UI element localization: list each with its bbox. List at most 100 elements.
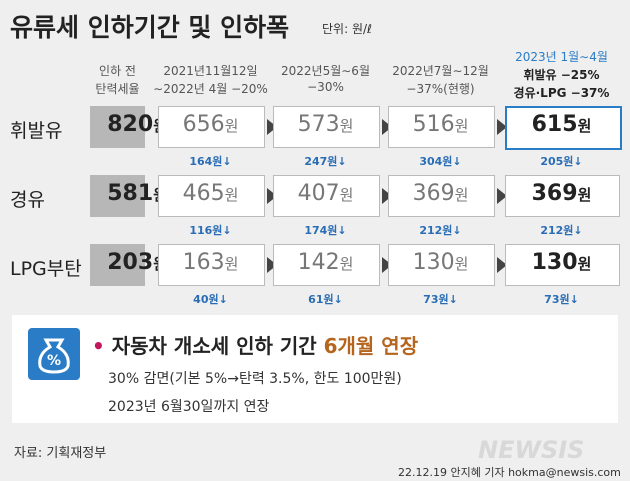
base-box	[90, 106, 145, 148]
cell-box	[388, 106, 495, 148]
price-cell: 820원	[90, 112, 167, 137]
column-header: 2023년 1월∼4월	[515, 50, 608, 64]
price-unit: 원	[577, 255, 592, 273]
reduction: 304원↓	[419, 155, 462, 168]
price-cell: 130원	[388, 250, 493, 275]
price-amount: 820	[107, 112, 154, 137]
price-unit: 원	[577, 186, 592, 204]
reduction: 73원↓	[423, 293, 458, 306]
cell-box	[273, 175, 380, 217]
price-unit: 원	[224, 117, 239, 135]
price-amount: 130	[531, 250, 578, 275]
price-amount: 615	[531, 112, 578, 137]
credit: 22.12.19 안지혜 기자 hokma@newsis.com	[398, 466, 621, 479]
price-amount: 656	[182, 112, 225, 137]
source: 자료: 기획재정부	[14, 446, 107, 461]
price-cell: 573원	[273, 112, 378, 137]
price-cell: 615원	[505, 112, 618, 137]
price-cell: 656원	[158, 112, 263, 137]
arrow	[497, 188, 507, 204]
highlight: 6개월 연장	[323, 334, 419, 358]
price-unit: 원	[224, 255, 239, 273]
arrow	[267, 119, 277, 135]
price-amount: 573	[297, 112, 340, 137]
row-label: 휘발유	[10, 120, 63, 142]
arrow	[267, 188, 277, 204]
price-unit: 원	[224, 186, 239, 204]
base-box	[90, 244, 145, 286]
cell-box	[388, 244, 495, 286]
price-amount: 369	[412, 181, 455, 206]
icon-graphic: %	[38, 338, 70, 374]
price-amount: 369	[531, 181, 578, 206]
price-cell: 407원	[273, 181, 378, 206]
column-header: ∼2022년 4월 −20%	[153, 82, 268, 96]
price-cell: 130원	[505, 250, 618, 275]
arrow	[382, 119, 392, 135]
svg-text:%: %	[47, 353, 61, 369]
cell-box	[273, 106, 380, 148]
arrow	[382, 257, 392, 273]
notice-line: 30% 감면(기본 5%→탄력 3.5%, 한도 100만원)	[108, 371, 402, 387]
cell-box	[388, 175, 495, 217]
column-header: 휘발유 −25%	[523, 68, 600, 82]
arrow	[497, 119, 507, 135]
price-unit: 원	[339, 117, 354, 135]
arrow	[267, 257, 277, 273]
column-header: −30%	[307, 80, 344, 94]
reduction: 174원↓	[304, 224, 347, 237]
notice-line: 2023년 6월30일까지 연장	[108, 399, 270, 415]
reduction: 116원↓	[189, 224, 232, 237]
price-cell: 581원	[90, 181, 167, 206]
reduction: 205원↓	[540, 155, 583, 168]
unit: 단위: 원/ℓ	[322, 22, 372, 36]
price-cell: 142원	[273, 250, 378, 275]
cell-box	[158, 175, 265, 217]
price-amount: 203	[107, 250, 154, 275]
price-amount: 516	[412, 112, 455, 137]
base-box	[90, 175, 145, 217]
icon: %	[28, 328, 80, 380]
price-cell: 369원	[388, 181, 493, 206]
price-amount: 581	[107, 181, 154, 206]
column-header: 2022년5월∼6월	[281, 64, 370, 78]
column-header: 2021년11월12일	[163, 64, 258, 78]
arrow	[382, 188, 392, 204]
price-cell: 163원	[158, 250, 263, 275]
price-unit: 원	[577, 117, 592, 135]
column-header: 탄력세율	[95, 82, 140, 96]
row-label: 경유	[10, 189, 45, 211]
arrow	[497, 257, 507, 273]
price-amount: 142	[297, 250, 340, 275]
cell-box	[505, 175, 620, 217]
reduction: 247원↓	[304, 155, 347, 168]
headline: 자동차 개소세 인하 기간	[111, 334, 317, 358]
price-amount: 407	[297, 181, 340, 206]
price-cell: 203원	[90, 250, 167, 275]
notice-headline: • 자동차 개소세 인하 기간 6개월 연장	[92, 334, 419, 358]
cell-box	[273, 244, 380, 286]
column-header: 2022년7월∼12월	[392, 64, 489, 78]
reduction: 40원↓	[193, 293, 228, 306]
row-label: LPG부탄	[10, 258, 82, 280]
title: 유류세 인하기간 및 인하폭	[10, 13, 290, 42]
column-header: 인하 전	[99, 64, 136, 78]
column-header: −37%(현행)	[406, 82, 475, 96]
price-unit: 원	[454, 117, 469, 135]
price-unit: 원	[339, 255, 354, 273]
price-cell: 369원	[505, 181, 618, 206]
column-header: 경유·LPG −37%	[513, 86, 610, 100]
reduction: 73원↓	[544, 293, 579, 306]
price-unit: 원	[454, 255, 469, 273]
price-cell: 465원	[158, 181, 263, 206]
cell-box	[158, 244, 265, 286]
price-amount: 465	[182, 181, 225, 206]
price-cell: 516원	[388, 112, 493, 137]
cell-box	[505, 244, 620, 286]
price-unit: 원	[339, 186, 354, 204]
price-amount: 163	[182, 250, 225, 275]
price-unit: 원	[454, 186, 469, 204]
reduction: 212원↓	[419, 224, 462, 237]
reduction: 164원↓	[189, 155, 232, 168]
